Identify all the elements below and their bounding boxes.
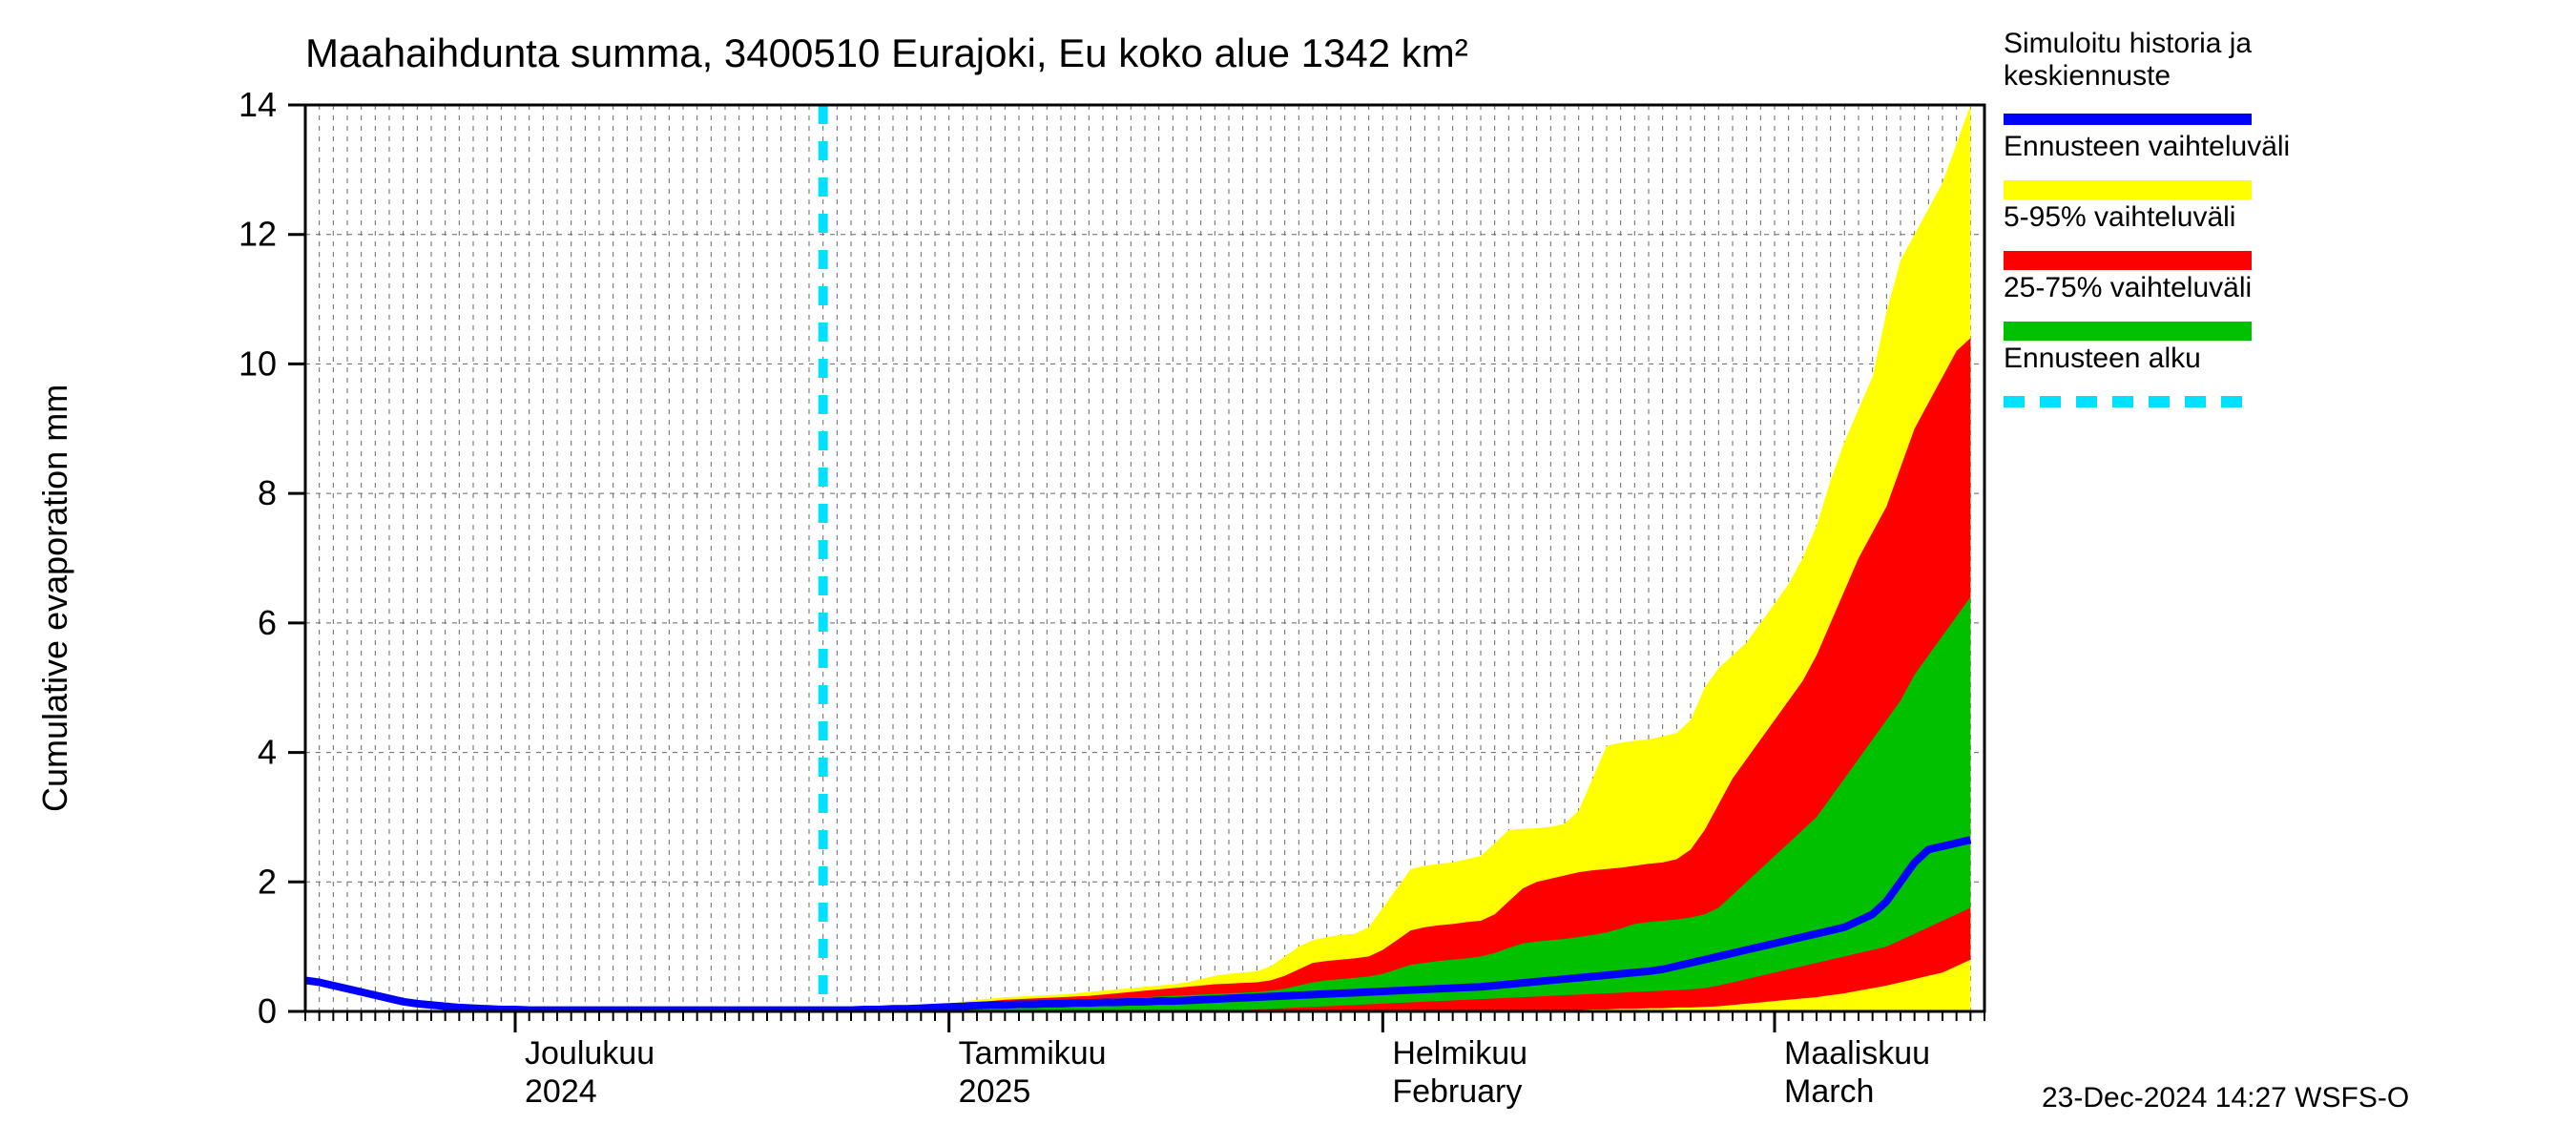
y-tick-label: 14 xyxy=(239,85,277,124)
footer-timestamp: 23-Dec-2024 14:27 WSFS-O xyxy=(2042,1082,2409,1114)
x-tick-sublabel: March xyxy=(1784,1073,1874,1110)
legend-label: Ennusteen alku xyxy=(2004,343,2201,374)
x-tick-label: Joulukuu xyxy=(525,1035,654,1072)
legend-label: 5-95% vaihteluväli xyxy=(2004,201,2235,233)
y-tick-label: 8 xyxy=(258,473,277,512)
legend-label: 25-75% vaihteluväli xyxy=(2004,272,2252,303)
x-tick-sublabel: February xyxy=(1392,1073,1522,1110)
x-tick-label: Tammikuu xyxy=(959,1035,1107,1072)
y-tick-label: 0 xyxy=(258,991,277,1030)
x-tick-sublabel: 2024 xyxy=(525,1073,597,1110)
y-axis-label: Cumulative evaporation mm xyxy=(35,385,74,812)
y-tick-label: 6 xyxy=(258,603,277,642)
y-tick-label: 12 xyxy=(239,215,277,254)
chart-svg: Maahaihdunta summa, 3400510 Eurajoki, Eu… xyxy=(0,0,2576,1145)
legend-label: Ennusteen vaihteluväli xyxy=(2004,131,2290,162)
y-tick-label: 4 xyxy=(258,733,277,772)
legend-label: keskiennuste xyxy=(2004,60,2171,92)
legend-swatch xyxy=(2004,322,2252,341)
x-tick-label: Helmikuu xyxy=(1392,1035,1527,1072)
forecast-bands xyxy=(305,105,1970,1011)
chart-title: Maahaihdunta summa, 3400510 Eurajoki, Eu… xyxy=(305,31,1468,75)
chart-container: Maahaihdunta summa, 3400510 Eurajoki, Eu… xyxy=(0,0,2576,1145)
y-tick-label: 2 xyxy=(258,862,277,901)
legend-swatch xyxy=(2004,180,2252,199)
legend-swatch xyxy=(2004,251,2252,270)
y-tick-label: 10 xyxy=(239,344,277,383)
x-tick-label: Maaliskuu xyxy=(1784,1035,1930,1072)
legend-label: Simuloitu historia ja xyxy=(2004,28,2252,59)
x-tick-sublabel: 2025 xyxy=(959,1073,1031,1110)
legend: Simuloitu historia jakeskiennuste Ennuste… xyxy=(2004,28,2290,402)
